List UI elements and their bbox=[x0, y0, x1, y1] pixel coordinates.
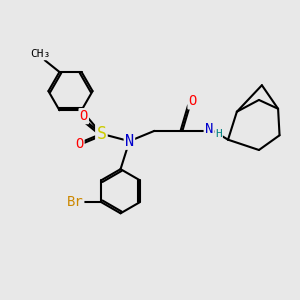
Text: O: O bbox=[188, 94, 197, 108]
Text: Br: Br bbox=[67, 195, 83, 209]
Text: S: S bbox=[96, 125, 106, 143]
Text: N: N bbox=[125, 134, 134, 149]
Text: CH₃: CH₃ bbox=[30, 49, 50, 59]
Text: O: O bbox=[75, 137, 83, 151]
Text: O: O bbox=[80, 109, 88, 123]
Text: N: N bbox=[205, 122, 213, 136]
Text: H: H bbox=[215, 129, 222, 140]
